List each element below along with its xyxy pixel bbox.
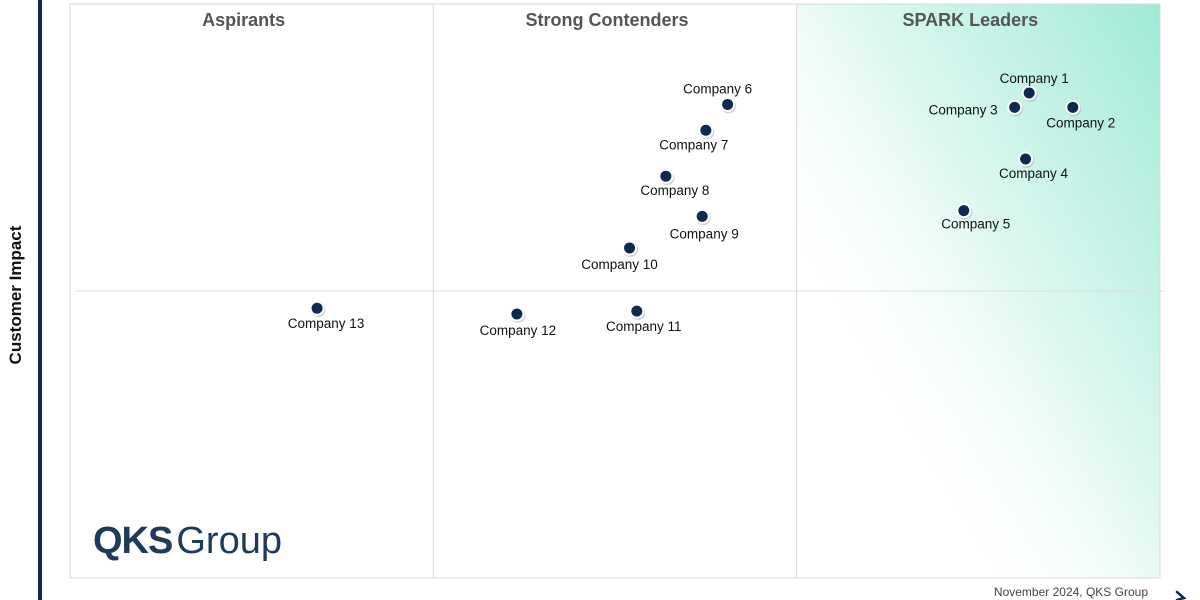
y-axis-label: Customer Impact (6, 225, 25, 365)
footer-note: November 2024, QKS Group (993, 585, 1148, 599)
data-point-8 (660, 170, 672, 182)
point-label-10: Company 10 (581, 257, 658, 272)
data-point-1 (1023, 87, 1035, 99)
point-label-6: Company 6 (683, 81, 752, 96)
data-point-2 (1067, 101, 1079, 113)
point-label-9: Company 9 (670, 226, 739, 241)
data-point-13 (311, 302, 323, 314)
data-point-9 (696, 210, 708, 222)
data-point-10 (624, 242, 636, 254)
logo-light-text: Group (176, 520, 282, 562)
point-label-11: Company 11 (606, 319, 682, 334)
point-label-1: Company 1 (1000, 71, 1069, 86)
quadrant-title-1: Aspirants (202, 10, 285, 30)
quadrant-title-2: Strong Contenders (525, 10, 688, 30)
quadrant-title-3: SPARK Leaders (902, 10, 1038, 30)
qks-group-logo: QKS Group (93, 519, 282, 563)
point-label-7: Company 7 (659, 137, 728, 152)
point-label-2: Company 2 (1046, 115, 1115, 130)
data-point-11 (631, 305, 643, 317)
point-label-3: Company 3 (929, 102, 998, 117)
point-label-8: Company 8 (640, 183, 709, 198)
point-label-5: Company 5 (941, 217, 1010, 232)
logo-bold-text: QKS (93, 520, 173, 562)
data-point-7 (700, 124, 712, 136)
data-point-12 (511, 308, 523, 320)
data-point-6 (722, 98, 734, 110)
x-axis-arrow-icon (1175, 590, 1187, 600)
point-label-4: Company 4 (999, 166, 1069, 181)
data-point-5 (958, 205, 970, 217)
data-point-3 (1009, 101, 1021, 113)
point-label-13: Company 13 (288, 316, 365, 331)
data-point-4 (1020, 153, 1032, 165)
point-label-12: Company 12 (480, 323, 557, 338)
